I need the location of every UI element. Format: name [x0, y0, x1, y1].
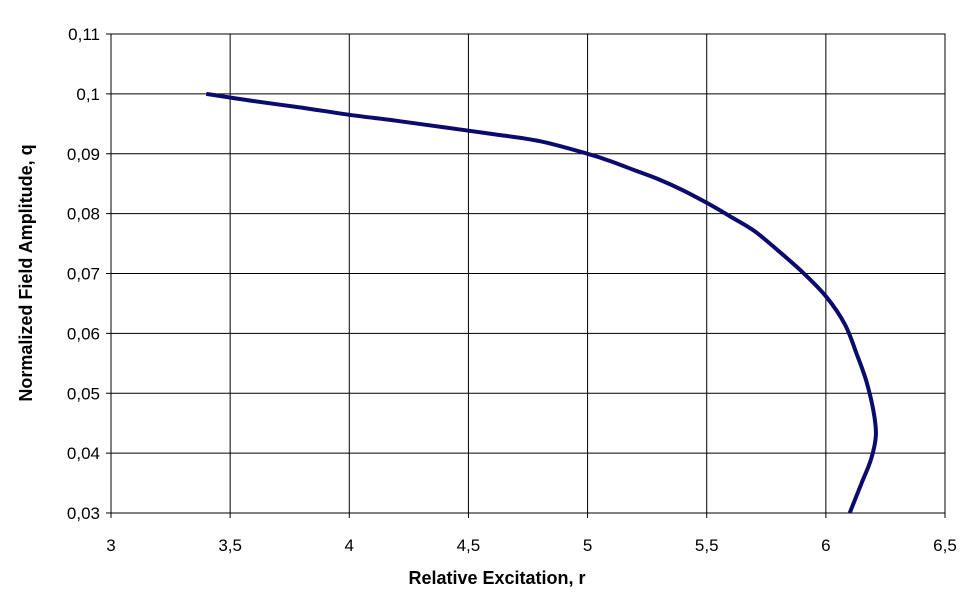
series-line	[206, 91, 878, 514]
y-axis-title: Normalized Field Amplitude, q	[16, 144, 36, 401]
x-axis-ticks: 3 3,5 4 4,5 5 5,5 6 6,5	[106, 513, 957, 555]
x-tick-label: 4	[345, 536, 354, 555]
y-tick-label: 0,1	[76, 85, 100, 104]
x-tick-label: 3	[106, 536, 115, 555]
x-tick-label: 4,5	[457, 536, 481, 555]
y-tick-label: 0,09	[67, 145, 100, 164]
y-tick-label: 0,05	[67, 384, 100, 403]
x-tick-label: 5	[583, 536, 592, 555]
y-tick-label: 0,11	[68, 25, 100, 44]
y-tick-label: 0,04	[67, 444, 100, 463]
y-tick-label: 0,03	[67, 504, 100, 523]
y-tick-label: 0,08	[67, 205, 100, 224]
x-axis-title: Relative Excitation, r	[408, 568, 585, 588]
y-tick-label: 0,06	[67, 324, 100, 343]
series-layer	[206, 91, 878, 514]
x-tick-label: 3,5	[218, 536, 242, 555]
x-tick-label: 5,5	[695, 536, 719, 555]
x-tick-label: 6,5	[933, 536, 957, 555]
y-tick-label: 0,07	[67, 265, 100, 284]
x-tick-label: 6	[821, 536, 830, 555]
y-axis-ticks: 0,03 0,04 0,05 0,06 0,07 0,08 0,09 0,1 0,11	[67, 25, 111, 523]
